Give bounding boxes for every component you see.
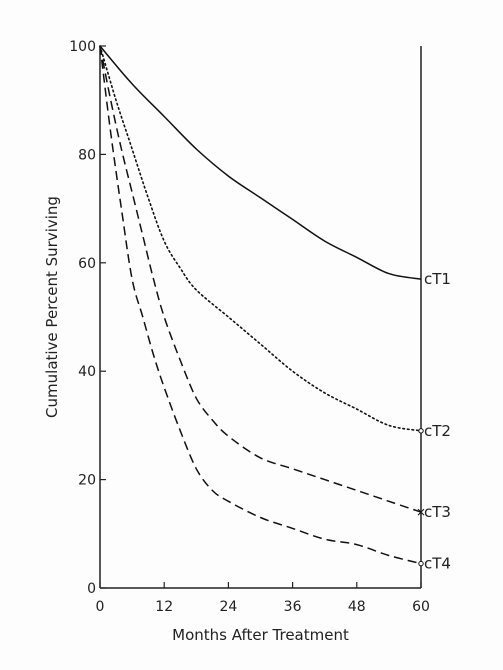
y-tick-label: 20 (78, 473, 96, 489)
y-tick-label: 100 (69, 39, 96, 55)
y-axis-title: Cumulative Percent Surviving (43, 196, 61, 418)
series-label-ct4: cT4 (424, 555, 451, 573)
series-line-ct4 (99, 45, 422, 565)
x-tick-label: 48 (348, 599, 366, 615)
y-ticks: 0 20 40 60 80 100 (69, 39, 106, 597)
series-line-ct2 (99, 45, 422, 432)
x-tick-label: 24 (219, 599, 237, 615)
x-axis-title: Months After Treatment (172, 626, 349, 644)
x-tick-label: 60 (412, 599, 430, 615)
x-ticks: 0 12 24 36 48 60 (96, 582, 430, 615)
series-line-ct3 (99, 45, 422, 513)
y-tick-label: 80 (78, 147, 96, 163)
y-tick-label: 60 (78, 256, 96, 272)
series-label-ct3: cT3 (424, 503, 451, 521)
x-tick-label: 0 (96, 599, 105, 615)
y-tick-label: 40 (78, 364, 96, 380)
series-end-marker (418, 428, 424, 434)
series-label-ct1: cT1 (424, 270, 451, 288)
axes (99, 46, 422, 589)
series-end-marker (418, 560, 424, 567)
series-end-marker (417, 508, 425, 516)
series-layer: cT1 cT2 cT3 cT4 (99, 45, 451, 573)
x-tick-label: 36 (284, 599, 302, 615)
x-tick-label: 12 (155, 599, 173, 615)
series-line-ct1 (99, 45, 422, 280)
series-label-ct2: cT2 (424, 422, 451, 440)
y-tick-label: 0 (87, 581, 96, 597)
